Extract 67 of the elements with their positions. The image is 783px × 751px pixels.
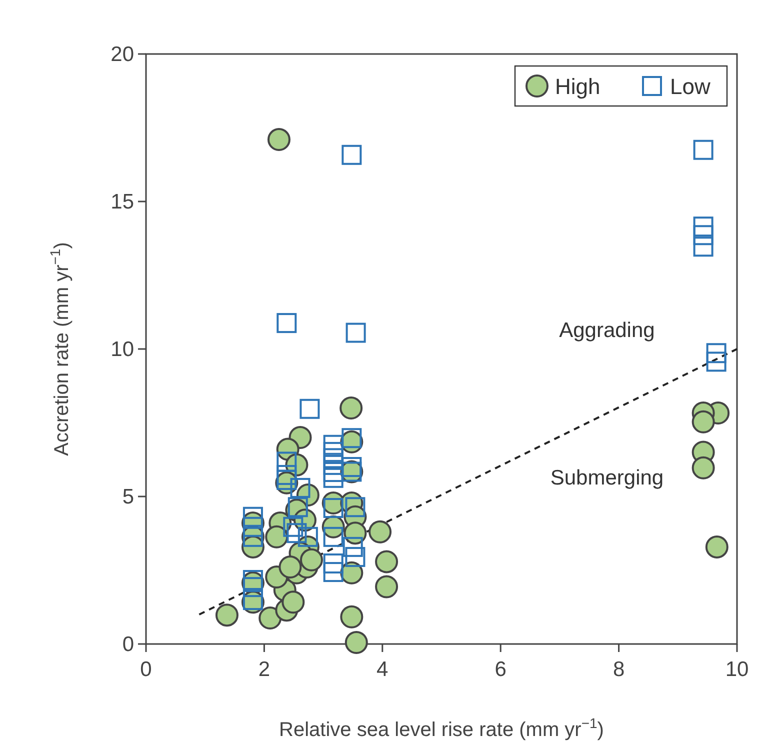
point	[267, 128, 290, 152]
point	[290, 478, 310, 498]
y-tick-label: 10	[110, 338, 134, 361]
point	[692, 410, 715, 434]
point	[242, 506, 263, 527]
point	[286, 523, 307, 544]
point	[323, 526, 344, 547]
point	[242, 590, 263, 610]
x-tick-label: 0	[140, 658, 152, 681]
point	[345, 497, 366, 518]
point	[276, 313, 297, 334]
point	[342, 144, 362, 165]
point	[346, 322, 366, 343]
point	[693, 140, 714, 160]
x-tick-label: 2	[258, 658, 270, 681]
x-tick-label: 8	[612, 658, 625, 681]
point	[375, 575, 398, 598]
point	[375, 550, 398, 574]
annotation: Submerging	[550, 466, 664, 490]
point	[282, 590, 305, 614]
point	[298, 526, 318, 547]
point	[344, 631, 368, 654]
x-axis-title: Relative sea level rise rate (mm yr$^{−1}$)	[279, 715, 604, 741]
annotation: Aggrading	[559, 319, 655, 342]
point	[242, 516, 263, 537]
point	[278, 556, 302, 579]
legend-label: Low	[670, 74, 710, 99]
point	[242, 577, 263, 598]
point	[323, 562, 344, 582]
point	[276, 452, 297, 472]
point	[340, 605, 364, 628]
point	[706, 343, 726, 364]
point	[340, 396, 363, 420]
legend-label: High	[555, 74, 600, 99]
point	[705, 535, 728, 558]
x-tick-label: 10	[725, 658, 749, 681]
point	[706, 352, 726, 372]
point	[288, 497, 308, 518]
y-tick-label: 20	[110, 43, 134, 66]
point	[258, 606, 282, 630]
point	[342, 536, 363, 557]
point	[345, 546, 366, 567]
x-tick-label: 6	[494, 658, 506, 681]
point	[265, 525, 288, 548]
y-tick-label: 5	[122, 486, 134, 508]
point	[323, 434, 344, 455]
point	[323, 468, 344, 488]
y-tick-label: 15	[110, 190, 134, 214]
point	[368, 520, 392, 544]
point	[276, 464, 297, 485]
point	[693, 216, 714, 237]
point	[242, 570, 263, 590]
point	[300, 548, 323, 572]
point	[323, 442, 344, 462]
point	[323, 498, 344, 518]
point	[300, 398, 320, 419]
point	[323, 462, 344, 482]
point	[215, 604, 238, 627]
y-tick-label: 0	[122, 633, 134, 656]
point	[692, 456, 715, 480]
point	[323, 454, 344, 475]
point	[323, 553, 344, 574]
point	[693, 236, 714, 257]
point	[283, 516, 304, 537]
point	[342, 428, 362, 448]
x-tick-label: 4	[376, 658, 389, 681]
point	[693, 225, 714, 246]
